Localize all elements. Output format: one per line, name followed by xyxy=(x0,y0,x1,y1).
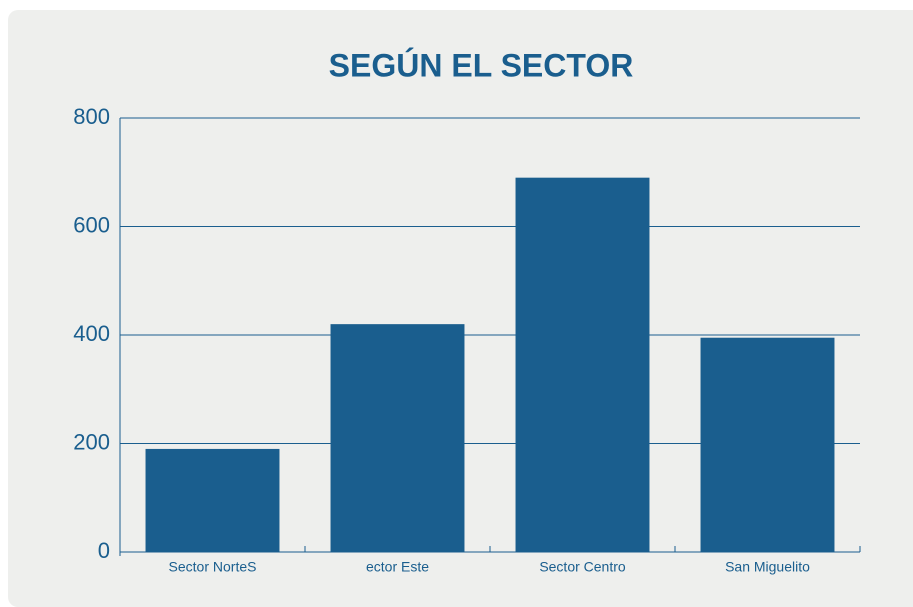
x-tick-label: Sector NorteS xyxy=(169,559,257,575)
x-tick-label: San Miguelito xyxy=(725,559,810,575)
y-tick-label: 0 xyxy=(98,538,110,563)
y-tick-label: 800 xyxy=(73,104,110,129)
bar xyxy=(330,324,465,552)
bar xyxy=(145,448,280,552)
y-tick-label: 200 xyxy=(73,429,110,454)
y-tick-label: 400 xyxy=(73,321,110,346)
x-tick-label: ector Este xyxy=(366,559,429,575)
y-tick-label: 600 xyxy=(73,212,110,237)
bar xyxy=(515,177,650,553)
chart-title: SEGÚN EL SECTOR xyxy=(329,47,634,83)
x-tick-label: Sector Centro xyxy=(539,559,626,575)
bar xyxy=(700,337,835,552)
